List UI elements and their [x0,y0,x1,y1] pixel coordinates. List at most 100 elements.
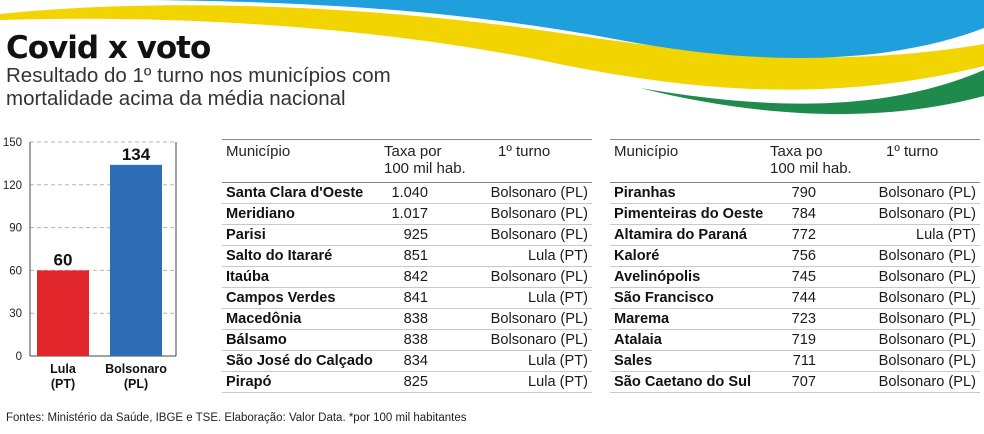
chart-title: Covid x voto [6,30,211,66]
y-tick-label: 120 [3,180,22,192]
cell-municipio: Santa Clara d'Oeste [226,185,364,201]
header-taxa: Taxa por 100 mil hab. [384,143,466,177]
cell-turno: Bolsonaro (PL) [878,269,976,285]
table-row: Avelinópolis 745 Bolsonaro (PL) [610,267,980,288]
cell-turno: Bolsonaro (PL) [878,185,976,201]
cell-turno: Lula (PT) [527,353,588,369]
category-label: (PL) [124,377,148,391]
table-header: Município Taxa por 100 mil hab. 1º turno [222,139,592,183]
swoosh-green-band [640,70,984,115]
cell-turno: Bolsonaro (PL) [878,290,976,306]
cell-taxa: 925 [403,227,428,243]
table-row: Meridiano 1.017 Bolsonaro (PL) [222,204,592,225]
bar-lula [37,270,89,356]
chart-subtitle: Resultado do 1º turno nos municípios com… [6,64,391,110]
cell-municipio: Pimenteiras do Oeste [614,206,764,222]
table-row: Piranhas 790 Bolsonaro (PL) [610,183,980,204]
cell-taxa: 834 [403,353,428,369]
cell-turno: Bolsonaro (PL) [878,374,976,390]
cell-municipio: Parisi [226,227,266,243]
cell-turno: Bolsonaro (PL) [878,353,976,369]
cell-municipio: Piranhas [614,185,676,201]
cell-municipio: Marema [614,311,670,327]
cell-municipio: Altamira do Paraná [614,227,748,243]
cell-turno: Bolsonaro (PL) [490,332,588,348]
cell-taxa: 841 [403,290,428,306]
table-row: Atalaia 719 Bolsonaro (PL) [610,330,980,351]
cell-turno: Lula (PT) [527,374,588,390]
category-label: Lula [50,362,77,376]
cell-taxa: 851 [403,248,428,264]
table-row: Campos Verdes 841 Lula (PT) [222,288,592,309]
swoosh-blue-band [150,0,984,58]
cell-taxa: 745 [791,269,816,285]
table-row: Sales 711 Bolsonaro (PL) [610,351,980,372]
cell-municipio: Itaúba [226,269,269,285]
municipios-table-left: Município Taxa por 100 mil hab. 1º turno… [222,139,592,393]
cell-taxa: 790 [791,185,816,201]
cell-municipio: Kaloré [614,248,660,264]
cell-taxa: 707 [791,374,816,390]
table-row: Santa Clara d'Oeste 1.040 Bolsonaro (PL) [222,183,592,204]
table-row: Salto do Itararé 851 Lula (PT) [222,246,592,267]
table-row: Pimenteiras do Oeste 784 Bolsonaro (PL) [610,204,980,225]
table-row: Pirapó 825 Lula (PT) [222,372,592,393]
y-tick-label: 150 [3,137,22,149]
table-row: São José do Calçado 834 Lula (PT) [222,351,592,372]
table-row: Bálsamo 838 Bolsonaro (PL) [222,330,592,351]
table-row: São Caetano do Sul 707 Bolsonaro (PL) [610,372,980,393]
cell-turno: Bolsonaro (PL) [490,206,588,222]
header-municipio: Município [614,143,679,160]
cell-turno: Bolsonaro (PL) [878,311,976,327]
header-turno: 1º turno [498,143,551,160]
cell-taxa: 838 [403,311,428,327]
cell-turno: Bolsonaro (PL) [878,206,976,222]
table-row: São Francisco 744 Bolsonaro (PL) [610,288,980,309]
cell-turno: Bolsonaro (PL) [878,332,976,348]
y-tick-label: 60 [9,265,22,277]
cell-turno: Bolsonaro (PL) [878,248,976,264]
cell-turno: Lula (PT) [915,227,976,243]
cell-municipio: São Francisco [614,290,714,306]
header-municipio: Município [226,143,291,160]
y-tick-label: 0 [16,351,22,363]
y-tick-label: 30 [9,308,22,320]
cell-municipio: Macedônia [226,311,302,327]
cell-municipio: Campos Verdes [226,290,336,306]
cell-taxa: 756 [791,248,816,264]
cell-turno: Bolsonaro (PL) [490,311,588,327]
cell-taxa: 1.040 [391,185,428,201]
cell-municipio: Meridiano [226,206,295,222]
cell-turno: Lula (PT) [527,248,588,264]
table-row: Itaúba 842 Bolsonaro (PL) [222,267,592,288]
table-row: Marema 723 Bolsonaro (PL) [610,309,980,330]
cell-turno: Bolsonaro (PL) [490,185,588,201]
bar-chart: 0 30 60 90 120 150 60 Lula(PT) 134 Bolsonaro(PL) [3,137,177,391]
decorative-swoosh [0,0,984,115]
data-label: 134 [122,145,151,164]
table-row: Parisi 925 Bolsonaro (PL) [222,225,592,246]
cell-municipio: Bálsamo [226,332,287,348]
header-taxa: Taxa po 100 mil hab. [770,143,852,177]
header-turno: 1º turno [886,143,939,160]
cell-municipio: Pirapó [226,374,272,390]
cell-municipio: São José do Calçado [226,353,373,369]
table-row: Altamira do Paraná 772 Lula (PT) [610,225,980,246]
category-label: (PT) [51,377,75,391]
cell-municipio: São Caetano do Sul [614,374,752,390]
source-note: Fontes: Ministério da Saúde, IBGE e TSE.… [6,412,467,424]
swoosh-yellow-band [0,5,984,90]
table-body: Piranhas 790 Bolsonaro (PL) Pimenteiras do … [610,183,980,393]
cell-taxa: 711 [792,353,816,369]
cell-taxa: 723 [791,311,816,327]
cell-turno: Lula (PT) [527,290,588,306]
cell-municipio: Atalaia [614,332,662,348]
data-label: 60 [54,250,73,269]
cell-taxa: 825 [403,374,428,390]
cell-taxa: 772 [791,227,816,243]
municipios-table-right: Município Taxa po 100 mil hab. 1º turno … [610,139,980,393]
cell-municipio: Sales [614,353,653,369]
cell-turno: Bolsonaro (PL) [490,269,588,285]
cell-municipio: Salto do Itararé [226,248,333,264]
cell-turno: Bolsonaro (PL) [490,227,588,243]
